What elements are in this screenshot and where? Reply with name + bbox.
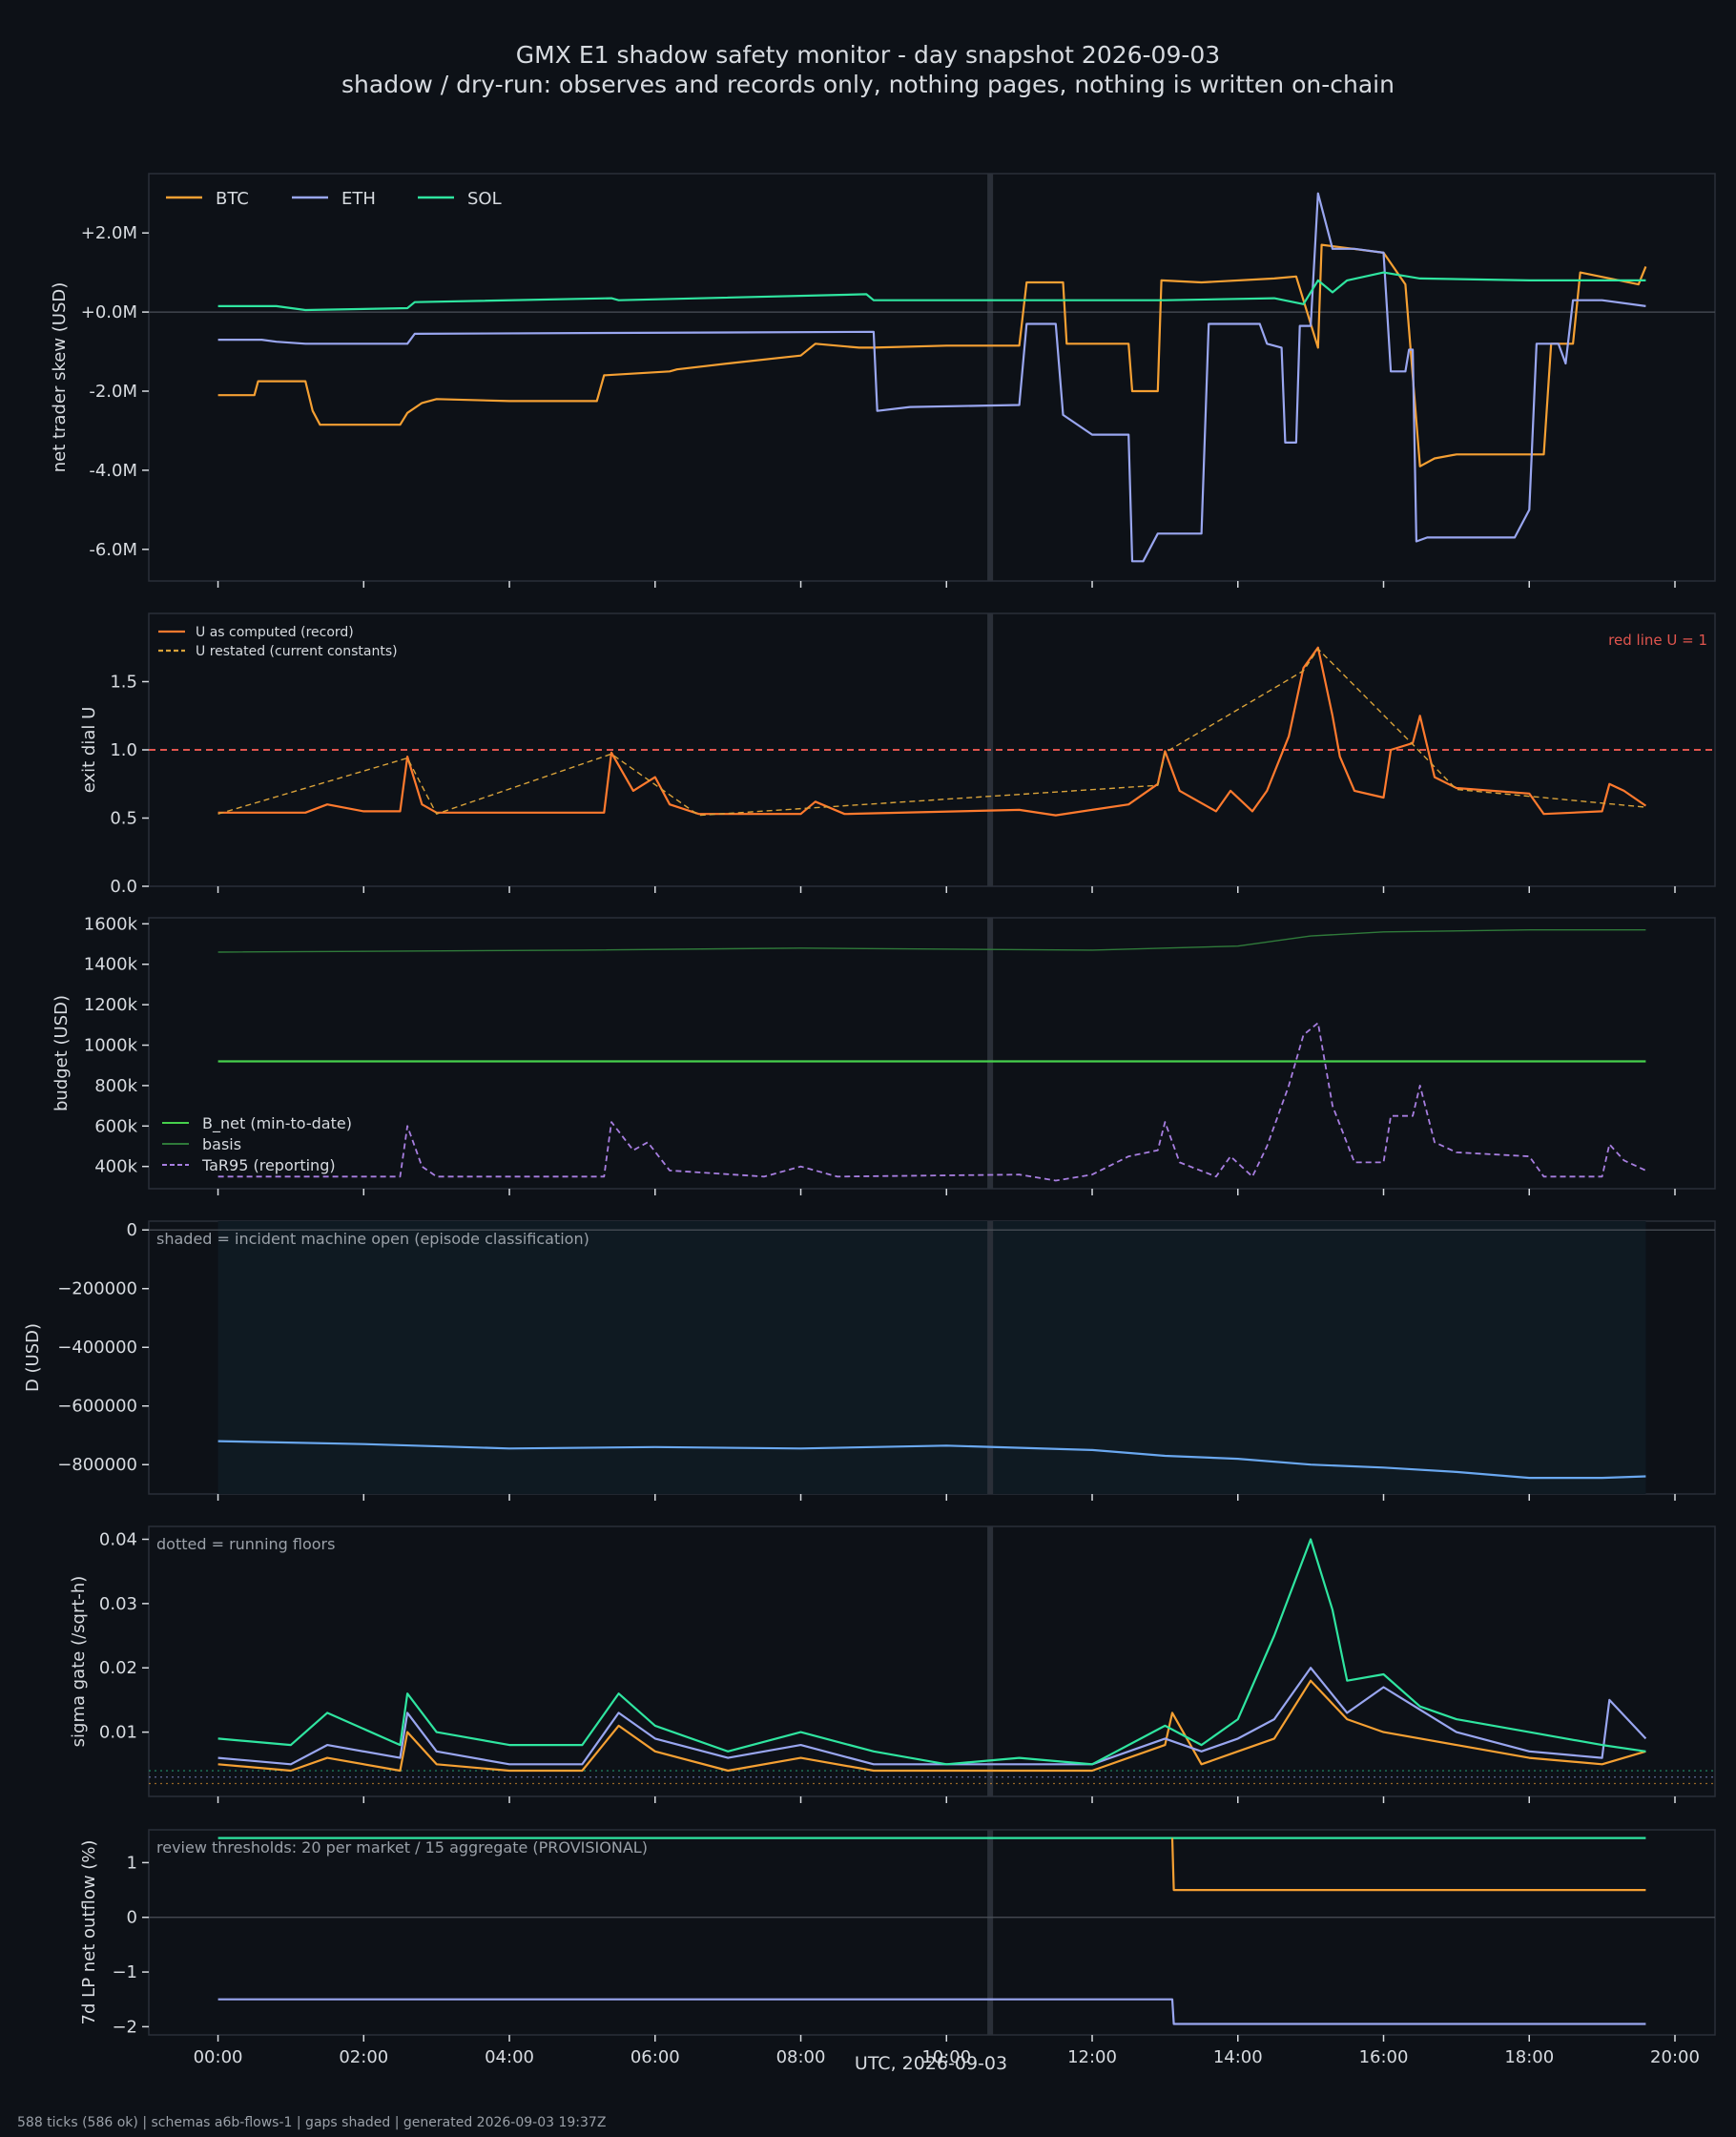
y-tick-label: 800k — [94, 1076, 137, 1096]
y-tick-label: 1600k — [84, 914, 138, 934]
plot-frame — [148, 1829, 1716, 2036]
y-axis-label: exit dial U — [79, 707, 99, 794]
series-line-sol — [217, 1538, 1646, 1766]
panel-exit_dial: 1.5 1.0 0.5 0.0 exit dial U U as computed (re… — [79, 612, 1716, 897]
y-axis-label: net trader skew (USD) — [50, 282, 70, 473]
y-tick-label: 0.02 — [99, 1658, 137, 1678]
y-tick-label: +2.0M — [81, 223, 137, 243]
legend-label: ETH — [341, 189, 376, 209]
series-line-sol — [217, 271, 1646, 312]
legend-label: SOL — [467, 189, 502, 209]
plot-frame — [148, 1525, 1716, 1797]
y-tick-label: 1 — [127, 1853, 137, 1873]
series-line-eth — [217, 192, 1646, 563]
x-tick-label: 06:00 — [630, 2047, 680, 2067]
y-tick-label: 1400k — [84, 955, 138, 975]
y-axis-label: sigma gate (/sqrt-h) — [69, 1576, 89, 1748]
series-line-btc — [1170, 1837, 1646, 1892]
series-line-btc — [217, 1679, 1646, 1773]
x-tick-label: 16:00 — [1359, 2047, 1409, 2067]
y-tick-label: −2 — [112, 2017, 137, 2037]
y-tick-label: 600k — [94, 1116, 137, 1136]
y-tick-label: 0.04 — [99, 1529, 137, 1549]
y-tick-label: +0.0M — [81, 302, 137, 322]
data-gap-band — [987, 918, 994, 1189]
y-tick-label: −800000 — [57, 1455, 137, 1475]
legend-label: U as computed (record) — [196, 625, 354, 640]
data-gap-band — [987, 1221, 994, 1494]
y-tick-label: -6.0M — [89, 540, 137, 560]
series-line-tar95 — [217, 1022, 1646, 1182]
y-axis-label: 7d LP net outflow (%) — [79, 1840, 99, 2025]
y-tick-label: -4.0M — [89, 461, 137, 481]
panel-skew: +2.0M +0.0M -2.0M -4.0M -6.0M net trader skew… — [50, 173, 1716, 588]
incident-shade — [217, 1221, 1646, 1494]
data-gap-band — [987, 1830, 994, 2035]
series-line-u — [217, 648, 1646, 817]
y-tick-label: −400000 — [57, 1338, 137, 1358]
panel-lp_outflow: 1 0 −1 −2 00:00 02:00 04:00 06:00 08:00 10:00 12:0… — [79, 1829, 1716, 2067]
figure-subtitle: shadow / dry-run: observes and records o… — [341, 71, 1395, 98]
plot-frame — [148, 917, 1716, 1190]
x-tick-label: 04:00 — [485, 2047, 534, 2067]
series-line-basis — [217, 929, 1646, 953]
panel-budget: 1600k 1400k 1200k 1000k 800k 600k 400k budget (… — [52, 914, 1716, 1195]
y-axis-label: D (USD) — [23, 1323, 43, 1392]
x-tick-label: 08:00 — [776, 2047, 826, 2067]
series-line-btc — [217, 243, 1647, 467]
x-axis-label: UTC, 2026-09-03 — [855, 2053, 1007, 2074]
panel-annotation: shaded = incident machine open (episode … — [156, 1230, 589, 1248]
y-tick-label: 0 — [127, 1220, 137, 1240]
legend-label: BTC — [216, 189, 249, 209]
y-tick-label: 0.01 — [99, 1723, 137, 1743]
y-tick-label: 0 — [127, 1908, 137, 1928]
y-tick-label: −1 — [112, 1962, 137, 1982]
footer-status: 588 ticks (586 ok) | schemas a6b-flows-1… — [17, 2115, 606, 2130]
series-line-eth — [217, 1998, 1646, 2025]
panel-annotation: red line U = 1 — [1608, 632, 1707, 649]
x-tick-label: 12:00 — [1067, 2047, 1117, 2067]
x-tick-label: 00:00 — [194, 2047, 243, 2067]
y-tick-label: 1.5 — [110, 673, 137, 693]
panel-D: 0 −200000 −400000 −600000 −800000 D (USD) shad… — [23, 1220, 1716, 1501]
data-gap-band — [987, 1526, 994, 1796]
y-tick-label: 0.03 — [99, 1594, 137, 1614]
legend-label: U restated (current constants) — [196, 644, 398, 659]
panel-annotation: dotted = running floors — [156, 1535, 335, 1553]
figure-title: GMX E1 shadow safety monitor - day snaps… — [516, 41, 1220, 69]
x-tick-label: 02:00 — [339, 2047, 388, 2067]
x-tick-label: 20:00 — [1650, 2047, 1700, 2067]
y-tick-label: 0.5 — [110, 809, 137, 829]
panel-sigma: 0.04 0.03 0.02 0.01 sigma gate (/sqrt-h) dott… — [69, 1525, 1716, 1803]
panels-layer: +2.0M +0.0M -2.0M -4.0M -6.0M net trader skew… — [23, 173, 1716, 2067]
y-tick-label: −600000 — [57, 1397, 137, 1417]
plot-frame — [148, 173, 1716, 582]
series-line-u — [217, 646, 1647, 817]
x-tick-label: 10:00 — [921, 2047, 971, 2067]
y-axis-label: budget (USD) — [52, 995, 72, 1111]
series-line-d — [217, 1440, 1646, 1480]
panel-annotation: review thresholds: 20 per market / 15 ag… — [156, 1838, 648, 1857]
series-line-eth — [217, 1667, 1647, 1766]
y-tick-label: 1200k — [84, 995, 138, 1015]
x-tick-label: 18:00 — [1504, 2047, 1554, 2067]
y-tick-label: 1.0 — [110, 740, 137, 760]
y-tick-label: -2.0M — [89, 382, 137, 402]
legend-label: basis — [202, 1135, 241, 1153]
y-tick-label: 400k — [94, 1157, 137, 1177]
x-tick-label: 14:00 — [1213, 2047, 1263, 2067]
data-gap-band — [987, 174, 994, 581]
y-tick-label: 0.0 — [110, 877, 137, 897]
y-tick-label: −200000 — [57, 1279, 137, 1299]
y-tick-label: 1000k — [84, 1036, 138, 1056]
legend-label: B_net (min-to-date) — [202, 1114, 352, 1133]
legend-label: TaR95 (reporting) — [201, 1156, 336, 1174]
